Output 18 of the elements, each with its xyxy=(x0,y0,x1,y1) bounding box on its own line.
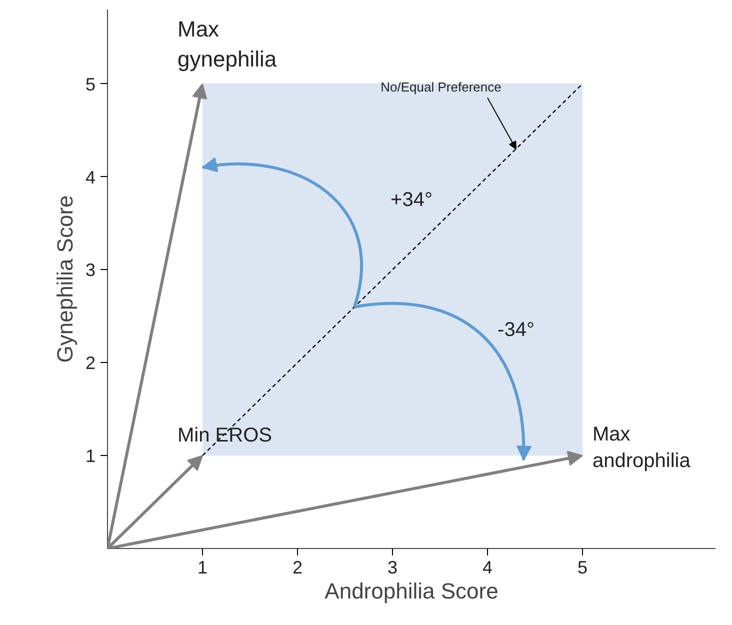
y-tick-label: 1 xyxy=(85,446,96,466)
x-tick-label: 5 xyxy=(577,558,588,578)
annotation: No/Equal Preference xyxy=(380,79,502,94)
y-tick-label: 5 xyxy=(85,74,96,94)
y-axis-title: Gynephilia Score xyxy=(52,195,78,363)
x-tick-label: 1 xyxy=(197,558,208,578)
annotation: -34° xyxy=(498,319,534,342)
y-tick-label: 4 xyxy=(85,167,96,188)
x-tick-label: 4 xyxy=(482,558,493,578)
y-tick-label: 2 xyxy=(85,353,96,374)
annotation: +34° xyxy=(390,189,432,212)
x-tick-label: 2 xyxy=(292,558,303,578)
y-tick-label: 3 xyxy=(85,260,96,280)
x-axis-title: Androphilia Score xyxy=(324,578,498,604)
annotation: Max gynephilia xyxy=(178,16,278,72)
annotation: Min EROS xyxy=(178,424,272,447)
x-tick-label: 3 xyxy=(387,558,398,578)
annotation: Max androphilia xyxy=(592,423,692,472)
